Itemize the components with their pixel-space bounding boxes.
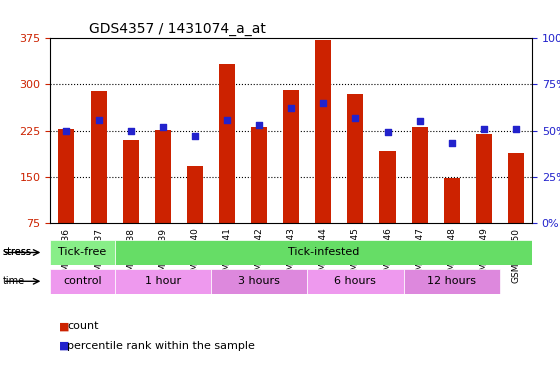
Text: percentile rank within the sample: percentile rank within the sample [67, 341, 255, 351]
Bar [476, 134, 492, 223]
Text: ■: ■ [59, 321, 69, 331]
Text: 1 hour: 1 hour [144, 276, 181, 286]
Point [351, 114, 360, 121]
Point [383, 129, 392, 136]
Bar [315, 40, 332, 223]
Point [158, 124, 167, 130]
Bar [347, 94, 363, 223]
Bar [283, 90, 299, 223]
Text: Tick-free: Tick-free [58, 247, 106, 258]
Text: count: count [67, 321, 99, 331]
Text: 6 hours: 6 hours [334, 276, 376, 286]
Bar [187, 166, 203, 223]
Point [126, 127, 135, 134]
Point [190, 133, 199, 139]
Text: time: time [3, 276, 25, 286]
Bar [58, 129, 74, 223]
Point [255, 122, 264, 128]
Point [94, 116, 103, 122]
Point [62, 127, 71, 134]
Point [447, 141, 456, 147]
Bar [412, 127, 428, 223]
Point [319, 100, 328, 106]
Bar [123, 140, 139, 223]
FancyBboxPatch shape [50, 269, 115, 294]
FancyBboxPatch shape [307, 269, 404, 294]
Bar [219, 64, 235, 223]
Text: ■: ■ [59, 341, 69, 351]
Text: Tick-infested: Tick-infested [288, 247, 359, 258]
Point [479, 126, 488, 132]
Bar [155, 130, 171, 223]
Text: 12 hours: 12 hours [427, 276, 476, 286]
Point [511, 126, 520, 132]
Bar [508, 153, 524, 223]
Bar [380, 151, 395, 223]
FancyBboxPatch shape [211, 269, 307, 294]
FancyBboxPatch shape [50, 240, 115, 265]
FancyBboxPatch shape [115, 240, 532, 265]
Point [222, 116, 231, 122]
Point [415, 118, 424, 124]
Point [287, 105, 296, 111]
Text: 3 hours: 3 hours [238, 276, 280, 286]
Bar [251, 127, 267, 223]
Bar [444, 178, 460, 223]
Text: control: control [63, 276, 102, 286]
Text: stress: stress [3, 247, 32, 258]
Text: stress: stress [3, 247, 32, 257]
FancyBboxPatch shape [115, 269, 211, 294]
Text: GDS4357 / 1431074_a_at: GDS4357 / 1431074_a_at [89, 22, 266, 36]
FancyBboxPatch shape [404, 269, 500, 294]
Bar [91, 91, 106, 223]
